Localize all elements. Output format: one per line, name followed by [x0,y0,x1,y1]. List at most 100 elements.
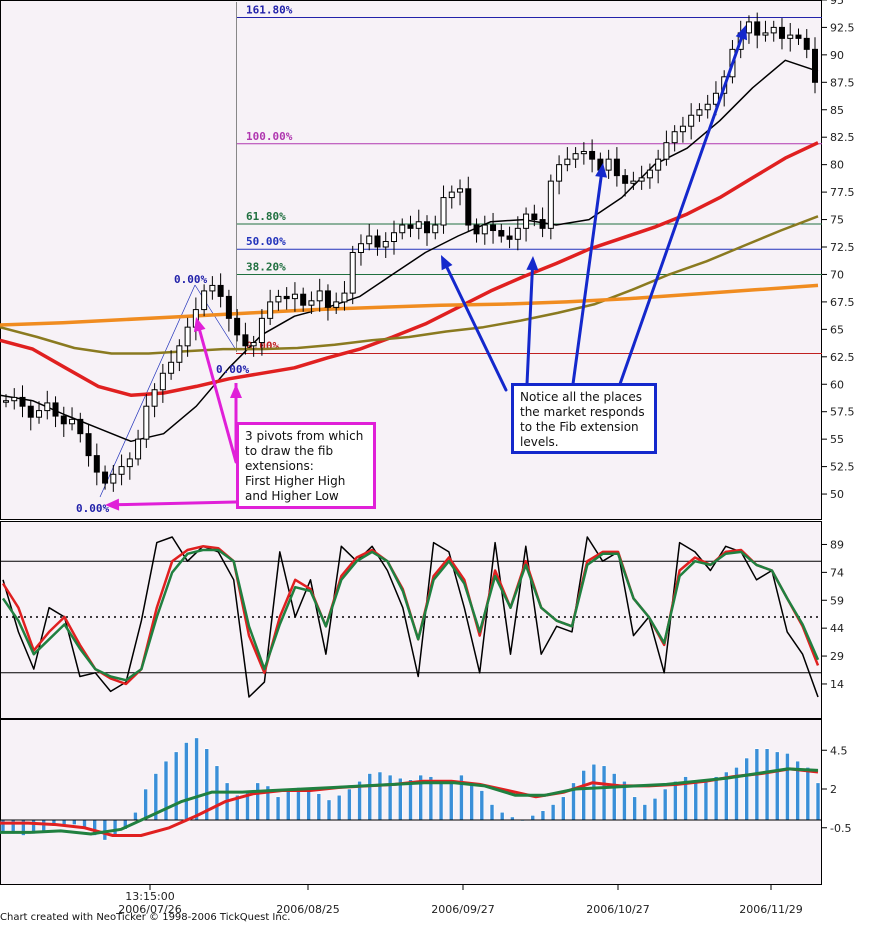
candlestick [754,12,761,49]
time-tick-label: 13:15:00 [125,890,174,903]
histogram-bar [785,753,790,821]
candlestick [564,147,571,172]
histogram-bar [408,779,413,821]
histogram-bar [754,748,760,821]
arrow-head [230,384,242,398]
histogram-bar [479,790,485,821]
candle-body [168,361,175,374]
fib-level-label: 38.20% [246,260,286,273]
fib-note-box: Notice all the places the market respond… [511,383,657,454]
histogram-bar [764,748,770,821]
candlestick [803,29,810,59]
candle-body [589,150,596,160]
arrow-shaft [198,328,238,464]
candle-body [341,292,348,303]
fib-level-label: 161.80% [246,4,293,17]
candle-body [564,158,571,166]
candlestick [357,234,364,266]
candlestick [333,292,340,314]
candlestick [481,215,488,245]
candle-body [126,458,133,468]
candlestick [151,383,158,418]
candle-body [366,235,373,245]
candlestick [778,18,785,50]
candle-body [69,418,76,425]
candle-body [225,295,232,319]
candle-body [803,37,810,50]
histogram-bar [489,804,495,821]
candlestick [242,322,249,355]
candle-body [754,21,761,36]
candlestick [382,232,389,258]
axis-layer: 50 52.5 55 57.5 60 62.5 65 67.5 70 72.5 75 77.5 80 82… [118,0,855,916]
candle-body [275,295,282,303]
candlestick [613,147,620,187]
candle-body [390,232,397,243]
candlestick [118,454,125,486]
candle-body [514,227,521,240]
moving-average-line [0,283,819,327]
date-tick-label: 2006/09/27 [431,903,494,916]
candle-body [556,164,563,182]
histogram-bar [499,811,505,821]
candle-body [671,131,678,144]
pivot-note-line: extensions: [245,459,314,473]
histogram-bar [469,784,474,821]
arrow-head [193,317,206,333]
annotation-arrows [105,25,748,511]
candle-body [440,197,447,226]
pivot-label: 0.00% [216,363,249,376]
candlestick [572,147,579,168]
candlestick [126,452,133,480]
histogram-bar [601,765,607,821]
candle-body [250,342,257,347]
oscillator-tick-label: 59 [830,594,844,607]
credit-text: Chart created with NeoTicker © 1998-2006… [0,912,291,923]
price-tick-label: 92.5 [830,21,855,34]
candlestick [52,396,59,428]
candlestick [696,103,703,122]
arrow-head [441,255,453,271]
candlestick [465,176,472,232]
histogram-bar [326,799,332,821]
pivot-note-line: First Higher High [245,474,346,488]
price-tick-label: 57.5 [830,406,855,419]
oscillator-tick-label: 89 [830,538,844,551]
candlestick [77,412,84,443]
histogram-bar [673,780,678,821]
candlestick [688,103,695,140]
candle-body [630,180,637,184]
candlestick [250,335,257,357]
candle-body [399,224,406,234]
histogram-bar [652,797,658,821]
candle-body [201,290,208,311]
candlestick [374,229,381,256]
candlestick [770,20,777,42]
histogram-tick-label: -0.5 [830,822,851,835]
candle-body [102,471,109,484]
candle-body [135,438,142,460]
candle-body [663,142,670,160]
candlestick [671,125,678,152]
candle-body [481,224,488,235]
candlestick [308,291,315,314]
candle-body [93,455,100,473]
candlestick [498,223,505,243]
candle-body [745,21,752,34]
pivot-label: 0.00% [76,502,109,515]
candle-body [424,221,431,234]
histogram-bar [774,751,780,821]
candle-body [44,402,51,412]
candlestick [580,142,587,165]
date-tick-label: 2006/08/25 [276,903,339,916]
candle-body [490,224,497,232]
candlestick [589,139,596,173]
candle-body [712,92,719,105]
histogram-bar [387,774,393,821]
annotation-arrow [525,256,539,386]
price-tick-label: 77.5 [830,186,855,199]
candle-body [547,180,554,229]
candle-body [258,317,265,344]
candle-body [523,213,530,229]
candlestick [159,363,166,403]
